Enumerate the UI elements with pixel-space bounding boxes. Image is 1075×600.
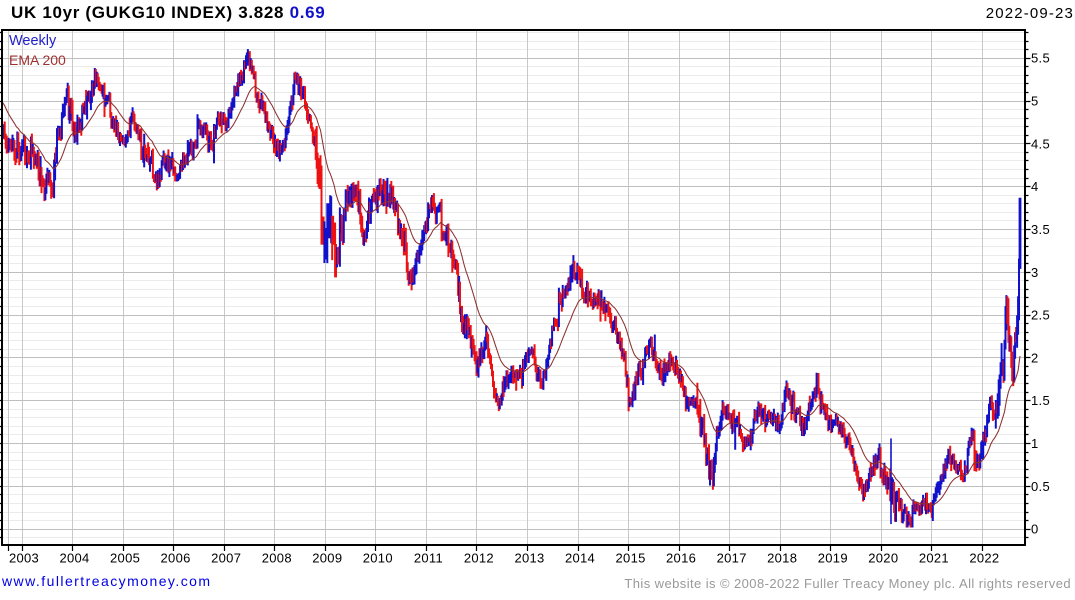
svg-text:2.5: 2.5 [1031, 308, 1050, 323]
svg-text:2004: 2004 [59, 551, 89, 566]
svg-text:5: 5 [1031, 94, 1039, 109]
svg-text:2003: 2003 [9, 551, 39, 566]
svg-text:2009: 2009 [312, 551, 342, 566]
svg-text:2008: 2008 [262, 551, 292, 566]
svg-text:2018: 2018 [767, 551, 797, 566]
svg-text:3.5: 3.5 [1031, 222, 1050, 237]
svg-text:2007: 2007 [211, 551, 241, 566]
svg-text:4.5: 4.5 [1031, 136, 1050, 151]
svg-text:3: 3 [1031, 265, 1039, 280]
svg-text:1.5: 1.5 [1031, 393, 1050, 408]
svg-text:2006: 2006 [161, 551, 191, 566]
svg-text:2022: 2022 [969, 551, 999, 566]
svg-text:2005: 2005 [110, 551, 140, 566]
svg-text:2014: 2014 [565, 551, 595, 566]
svg-text:4: 4 [1031, 179, 1039, 194]
svg-text:2016: 2016 [666, 551, 696, 566]
svg-text:2021: 2021 [919, 551, 949, 566]
svg-text:5.5: 5.5 [1031, 51, 1050, 66]
svg-text:2013: 2013 [514, 551, 544, 566]
svg-text:2020: 2020 [868, 551, 898, 566]
svg-text:2017: 2017 [717, 551, 747, 566]
svg-text:2012: 2012 [464, 551, 494, 566]
svg-text:2015: 2015 [616, 551, 646, 566]
svg-text:2019: 2019 [818, 551, 848, 566]
svg-text:1: 1 [1031, 436, 1039, 451]
svg-text:0: 0 [1031, 522, 1039, 537]
svg-text:2: 2 [1031, 350, 1039, 365]
svg-text:0.5: 0.5 [1031, 479, 1050, 494]
svg-text:2010: 2010 [363, 551, 393, 566]
svg-text:2011: 2011 [414, 551, 443, 566]
